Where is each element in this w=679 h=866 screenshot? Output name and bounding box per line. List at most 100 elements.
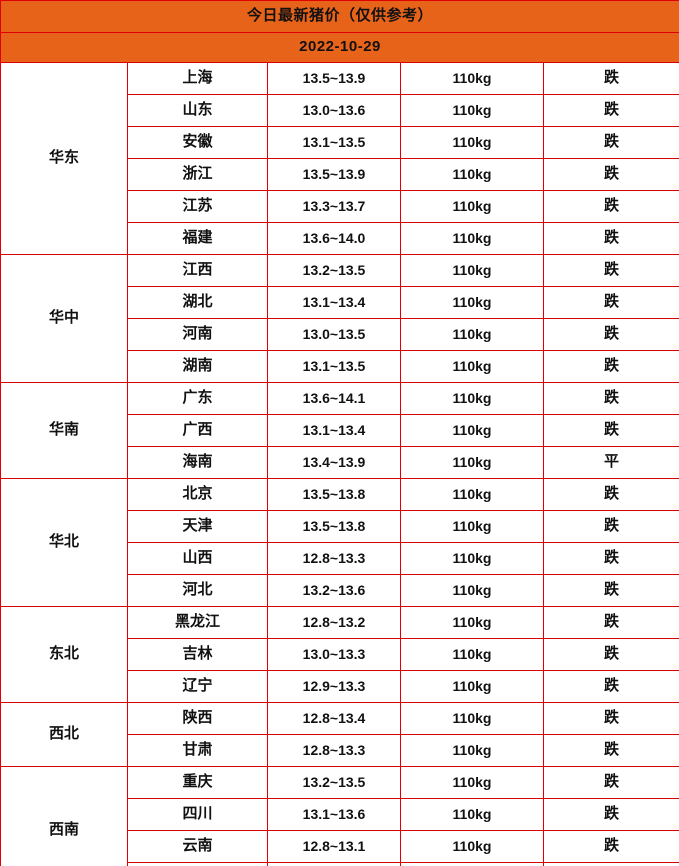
weight-cell: 110kg [400, 254, 544, 287]
weight-cell: 110kg [400, 350, 544, 383]
province-cell: 江苏 [127, 190, 268, 223]
table-row: 吉林 13.0~13.3 110kg 跌 [1, 638, 679, 671]
price-cell: 13.0~13.5 [267, 318, 401, 351]
trend-cell: 跌 [542, 190, 679, 223]
province-cell: 天津 [127, 510, 268, 543]
price-cell: 13.2~13.6 [267, 574, 401, 607]
trend-cell: 跌 [542, 734, 679, 767]
trend-cell: 跌 [542, 606, 679, 639]
price-cell: 12.8~13.3 [267, 542, 401, 575]
province-cell: 甘肃 [127, 734, 268, 767]
price-cell: 13.2~13.5 [267, 766, 401, 799]
price-cell: 13.3~13.7 [267, 190, 401, 223]
weight-cell: 110kg [400, 798, 544, 831]
weight-cell: 110kg [400, 126, 544, 159]
trend-cell: 跌 [542, 766, 679, 799]
weight-cell: 110kg [400, 510, 544, 543]
trend-cell: 跌 [542, 414, 679, 447]
weight-cell: 110kg [400, 478, 544, 511]
trend-cell: 跌 [542, 574, 679, 607]
trend-cell: 跌 [542, 382, 679, 415]
price-cell: 12.8~13.2 [267, 606, 401, 639]
trend-cell: 跌 [542, 350, 679, 383]
region-cell: 华南 [0, 382, 128, 479]
table-row: 甘肃 12.8~13.3 110kg 跌 [1, 734, 679, 767]
trend-cell: 跌 [542, 318, 679, 351]
price-cell: 13.5~13.9 [267, 62, 401, 95]
table-row: 华北 北京 13.5~13.8 110kg 跌 [0, 478, 679, 607]
weight-cell: 110kg [400, 222, 544, 255]
weight-cell: 110kg [400, 702, 544, 735]
price-cell: 13.1~13.4 [267, 414, 401, 447]
province-cell: 河北 [127, 574, 268, 607]
trend-cell: 平 [542, 446, 679, 479]
price-cell: 13.2~13.5 [267, 254, 401, 287]
trend-cell: 跌 [542, 254, 679, 287]
price-cell: 12.8~13.1 [267, 830, 401, 863]
province-cell: 贵州 [127, 862, 268, 866]
price-cell: 13.1~13.5 [267, 350, 401, 383]
weight-cell: 110kg [400, 62, 544, 95]
province-cell: 浙江 [127, 158, 268, 191]
trend-cell: 跌 [542, 158, 679, 191]
province-cell: 上海 [127, 62, 268, 95]
province-cell: 辽宁 [127, 670, 268, 703]
table-row: 西北 陕西 12.8~13.4 110kg 跌 [0, 702, 679, 767]
price-cell: 13.0~13.3 [267, 862, 401, 866]
province-cell: 广西 [127, 414, 268, 447]
weight-cell: 110kg [400, 190, 544, 223]
price-cell: 13.5~13.8 [267, 478, 401, 511]
province-cell: 北京 [127, 478, 268, 511]
province-cell: 江西 [127, 254, 268, 287]
table-row: 天津 13.5~13.8 110kg 跌 [1, 510, 679, 543]
price-cell: 13.0~13.3 [267, 638, 401, 671]
table-row: 安徽 13.1~13.5 110kg 跌 [1, 126, 679, 159]
trend-cell: 跌 [542, 510, 679, 543]
weight-cell: 110kg [400, 382, 544, 415]
table-row: 浙江 13.5~13.9 110kg 跌 [1, 158, 679, 191]
weight-cell: 110kg [400, 158, 544, 191]
weight-cell: 110kg [400, 414, 544, 447]
table-row: 江苏 13.3~13.7 110kg 跌 [1, 190, 679, 223]
table-row: 山西 12.8~13.3 110kg 跌 [1, 542, 679, 575]
province-cell: 重庆 [127, 766, 268, 799]
price-cell: 13.6~14.0 [267, 222, 401, 255]
date-label: 2022-10-29 [0, 32, 679, 63]
weight-cell: 110kg [400, 830, 544, 863]
province-cell: 安徽 [127, 126, 268, 159]
trend-cell: 跌 [542, 126, 679, 159]
table-row: 河南 13.0~13.5 110kg 跌 [1, 318, 679, 351]
province-cell: 山东 [127, 94, 268, 127]
title-row: 今日最新猪价（仅供参考） [0, 0, 679, 33]
price-cell: 13.0~13.6 [267, 94, 401, 127]
weight-cell: 110kg [400, 94, 544, 127]
trend-cell: 跌 [542, 638, 679, 671]
price-cell: 13.5~13.9 [267, 158, 401, 191]
table-row: 华东 上海 13.5~13.9 110kg 跌 [0, 62, 679, 255]
weight-cell: 110kg [400, 638, 544, 671]
province-cell: 山西 [127, 542, 268, 575]
table-row: 福建 13.6~14.0 110kg 跌 [1, 222, 679, 255]
table-row: 华中 江西 13.2~13.5 110kg 跌 [0, 254, 679, 383]
region-cell: 华东 [0, 62, 128, 255]
region-cell: 华北 [0, 478, 128, 607]
table-row: 云南 12.8~13.1 110kg 跌 [1, 830, 679, 863]
trend-cell: 跌 [542, 798, 679, 831]
page-title: 今日最新猪价（仅供参考） [0, 0, 679, 33]
weight-cell: 110kg [400, 542, 544, 575]
province-cell: 湖南 [127, 350, 268, 383]
region-cell: 西南 [0, 766, 128, 866]
table-row: 西南 重庆 13.2~13.5 110kg 跌 [0, 766, 679, 866]
table-row: 东北 黑龙江 12.8~13.2 110kg 跌 [0, 606, 679, 703]
weight-cell: 110kg [400, 446, 544, 479]
trend-cell: 跌 [542, 702, 679, 735]
province-cell: 福建 [127, 222, 268, 255]
trend-cell: 跌 [542, 222, 679, 255]
weight-cell: 110kg [400, 286, 544, 319]
region-cell: 东北 [0, 606, 128, 703]
trend-cell: 跌 [542, 286, 679, 319]
province-cell: 海南 [127, 446, 268, 479]
trend-cell: 跌 [542, 62, 679, 95]
